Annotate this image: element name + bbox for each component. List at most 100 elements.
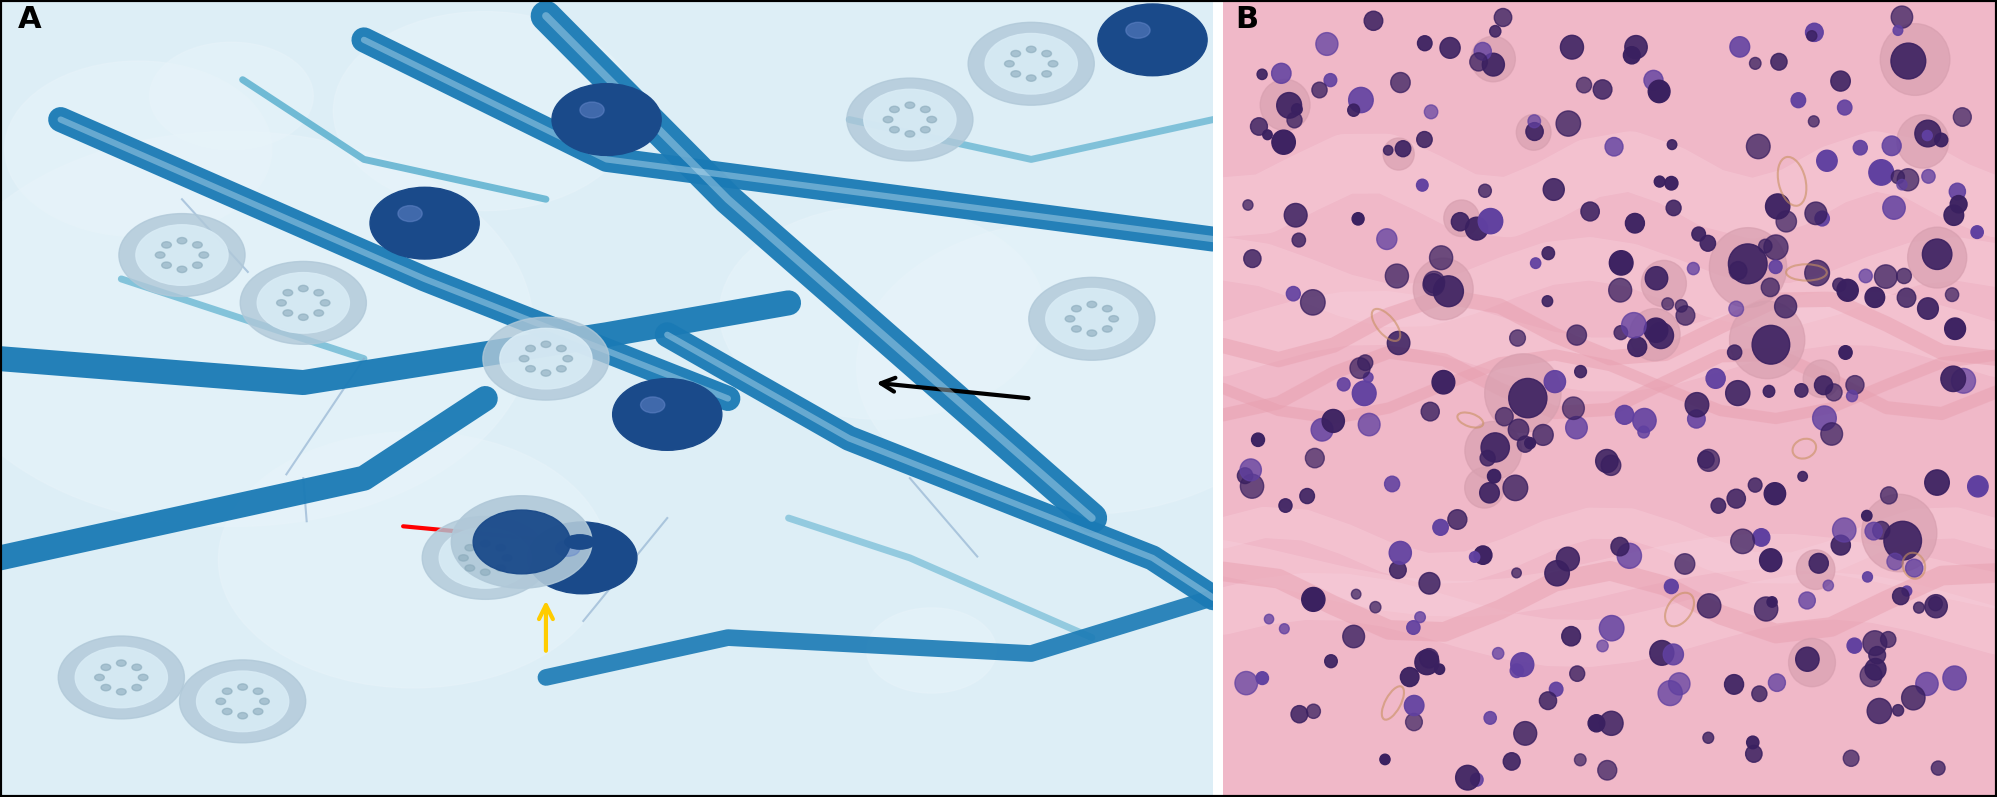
Circle shape bbox=[397, 206, 421, 222]
Circle shape bbox=[1480, 483, 1500, 503]
Circle shape bbox=[1370, 602, 1380, 613]
Circle shape bbox=[1576, 366, 1586, 378]
Circle shape bbox=[102, 685, 110, 691]
Circle shape bbox=[1470, 552, 1480, 562]
Circle shape bbox=[1893, 26, 1903, 35]
Circle shape bbox=[1913, 602, 1925, 613]
Circle shape bbox=[1797, 550, 1835, 590]
Circle shape bbox=[483, 317, 609, 400]
Circle shape bbox=[1699, 235, 1715, 251]
Circle shape bbox=[116, 660, 126, 666]
Circle shape bbox=[1530, 258, 1542, 269]
Circle shape bbox=[1286, 112, 1302, 128]
Circle shape bbox=[314, 310, 324, 316]
Circle shape bbox=[1839, 346, 1851, 359]
Circle shape bbox=[1480, 450, 1496, 466]
Circle shape bbox=[1566, 417, 1588, 439]
Circle shape bbox=[1893, 587, 1909, 605]
Circle shape bbox=[1086, 330, 1096, 336]
Circle shape bbox=[1512, 568, 1522, 578]
Circle shape bbox=[200, 252, 208, 258]
Circle shape bbox=[1544, 371, 1566, 393]
Circle shape bbox=[1528, 115, 1540, 128]
Circle shape bbox=[1881, 487, 1897, 504]
Circle shape bbox=[519, 355, 529, 362]
Circle shape bbox=[1865, 658, 1885, 680]
Circle shape bbox=[1470, 773, 1484, 786]
Circle shape bbox=[1524, 438, 1536, 449]
Circle shape bbox=[1833, 278, 1845, 292]
Circle shape bbox=[1262, 130, 1272, 139]
Circle shape bbox=[1286, 286, 1300, 301]
Circle shape bbox=[1925, 470, 1949, 495]
Circle shape bbox=[1562, 397, 1584, 419]
Circle shape bbox=[298, 285, 308, 292]
Circle shape bbox=[138, 674, 148, 681]
Circle shape bbox=[481, 540, 489, 547]
Circle shape bbox=[1951, 368, 1975, 393]
Circle shape bbox=[1250, 118, 1268, 135]
Circle shape bbox=[1861, 494, 1937, 571]
Circle shape bbox=[1348, 104, 1360, 116]
Circle shape bbox=[1518, 436, 1534, 452]
Circle shape bbox=[1420, 572, 1440, 594]
Circle shape bbox=[847, 78, 973, 161]
Circle shape bbox=[1376, 229, 1396, 249]
Circle shape bbox=[1448, 510, 1468, 529]
Circle shape bbox=[1416, 132, 1432, 147]
Circle shape bbox=[1504, 475, 1528, 501]
Circle shape bbox=[1691, 227, 1705, 241]
Circle shape bbox=[180, 660, 306, 743]
Circle shape bbox=[1883, 521, 1921, 560]
Circle shape bbox=[1863, 630, 1887, 655]
Circle shape bbox=[1048, 61, 1058, 67]
Circle shape bbox=[1516, 115, 1552, 150]
Circle shape bbox=[1967, 476, 1989, 497]
Circle shape bbox=[1665, 200, 1681, 216]
Circle shape bbox=[1775, 211, 1797, 232]
Circle shape bbox=[1256, 69, 1268, 80]
Circle shape bbox=[1869, 159, 1893, 185]
Circle shape bbox=[1705, 368, 1725, 388]
Circle shape bbox=[1755, 597, 1777, 621]
Circle shape bbox=[481, 569, 489, 575]
Circle shape bbox=[1556, 548, 1580, 571]
Circle shape bbox=[1272, 63, 1290, 84]
Circle shape bbox=[1943, 205, 1963, 226]
Circle shape bbox=[1765, 194, 1789, 219]
Circle shape bbox=[1064, 316, 1074, 322]
Circle shape bbox=[1466, 218, 1488, 240]
Circle shape bbox=[1384, 138, 1414, 170]
Circle shape bbox=[254, 688, 264, 694]
Circle shape bbox=[1482, 53, 1504, 76]
Circle shape bbox=[1807, 31, 1817, 41]
Circle shape bbox=[1504, 752, 1520, 770]
Circle shape bbox=[1602, 455, 1622, 476]
Circle shape bbox=[1072, 326, 1080, 332]
Circle shape bbox=[1865, 287, 1885, 308]
Circle shape bbox=[439, 528, 531, 588]
Circle shape bbox=[1300, 489, 1314, 504]
Circle shape bbox=[1821, 422, 1843, 446]
Circle shape bbox=[1837, 279, 1859, 301]
Circle shape bbox=[969, 22, 1094, 105]
Circle shape bbox=[1669, 673, 1689, 695]
Circle shape bbox=[1767, 597, 1777, 607]
Circle shape bbox=[1921, 170, 1935, 183]
Circle shape bbox=[1833, 518, 1855, 542]
Circle shape bbox=[1628, 337, 1648, 356]
Circle shape bbox=[238, 713, 248, 719]
Circle shape bbox=[116, 689, 126, 695]
Circle shape bbox=[1859, 664, 1881, 687]
Circle shape bbox=[1542, 296, 1554, 307]
Circle shape bbox=[1588, 715, 1606, 732]
Circle shape bbox=[1883, 136, 1901, 155]
Circle shape bbox=[1747, 134, 1769, 159]
Circle shape bbox=[1727, 345, 1741, 359]
Circle shape bbox=[1086, 301, 1096, 308]
Circle shape bbox=[284, 310, 294, 316]
Circle shape bbox=[1416, 179, 1428, 191]
Circle shape bbox=[1731, 529, 1755, 554]
Circle shape bbox=[1703, 732, 1713, 744]
Circle shape bbox=[1917, 298, 1939, 320]
